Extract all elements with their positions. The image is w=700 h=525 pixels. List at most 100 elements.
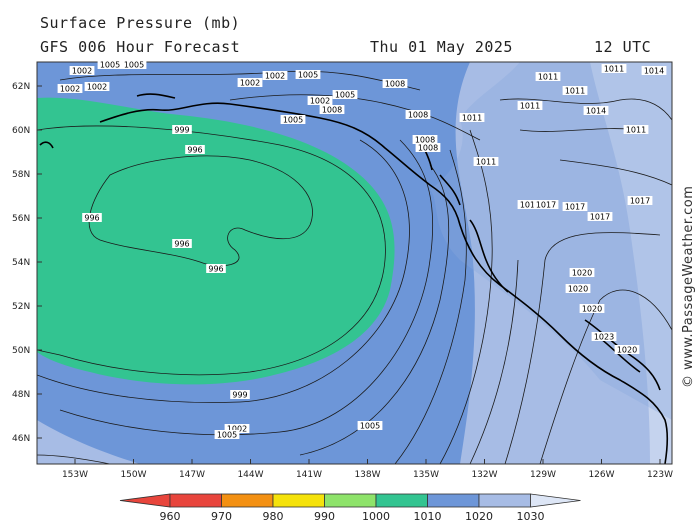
isobar-label: 1011 (604, 65, 624, 74)
lat-label: 48N (12, 390, 30, 400)
forecast-time: 12 UTC (594, 38, 652, 56)
isobar-label: 1008 (415, 136, 435, 145)
isobar-label: 1008 (385, 80, 405, 89)
forecast-model: GFS 006 Hour Forecast (40, 38, 241, 56)
lat-label: 54N (12, 258, 30, 268)
lon-label: 123W (647, 470, 673, 480)
lon-label: 153W (62, 470, 88, 480)
watermark: © www.PassageWeather.com (681, 186, 696, 388)
legend-swatch (375, 493, 428, 508)
isobar-label: 1008 (408, 111, 428, 120)
isobar-label-bg (587, 212, 613, 221)
legend-value: 970 (211, 510, 232, 523)
isobar-label: 1017 (565, 203, 585, 212)
isobar-label-bg (569, 268, 595, 277)
lon-label: 147W (179, 470, 205, 480)
isobar-label: 1011 (520, 102, 540, 111)
isobar-label: 1002 (227, 425, 247, 434)
isobar-label: 1020 (572, 269, 592, 278)
lon-label: 150W (120, 470, 146, 480)
lon-label: 132W (471, 470, 497, 480)
lat-label: 50N (12, 346, 30, 356)
isobar-label-bg (172, 125, 192, 134)
legend-swatch (169, 493, 222, 508)
isobar-label: 1005 (298, 71, 318, 80)
isobar-label-bg (562, 202, 588, 211)
legend-value: 960 (160, 510, 181, 523)
pressure-fill (37, 62, 672, 464)
legend-value: 1010 (414, 510, 442, 523)
isobar-label-bg (579, 304, 605, 313)
pressure-legend: 960 970 980 990 1000 1010 1020 1030 (119, 493, 581, 523)
isobar-label-bg (382, 79, 408, 88)
isobar-label: 1002 (87, 83, 107, 92)
isobar-label-bg (357, 421, 383, 430)
isobar-label: 1002 (310, 97, 330, 106)
isobar-label-bg (230, 390, 250, 399)
legend-swatch (478, 493, 531, 508)
legend-swatch (272, 493, 325, 508)
isobar-label-bg (69, 66, 95, 75)
isobar-label-bg (185, 145, 205, 154)
isobar-label: 1011 (476, 158, 496, 167)
watermark-text: © www.PassageWeather.com (681, 186, 696, 388)
isobar-label-bg (459, 113, 485, 122)
isobar-label: 1011 (462, 114, 482, 123)
isobar-label: 1017 (590, 213, 610, 222)
isobar-label: 1005 (100, 61, 120, 70)
isobar-label: 1008 (322, 106, 342, 115)
lat-label: 46N (12, 434, 30, 444)
lon-label: 144W (237, 470, 263, 480)
longitude-axis: 153W 150W 147W 144W 141W 138W 135W 132W 129W 126W… (62, 459, 673, 480)
isobar-label-bg (473, 157, 499, 166)
isobar-label-bg (57, 84, 83, 93)
map-title: Surface Pressure (mb) (40, 14, 241, 32)
isobar-label: 996 (187, 146, 202, 155)
isobar-label-bg (412, 135, 438, 144)
isobar-label-bg (332, 90, 358, 99)
isobar-label-bg (517, 200, 543, 209)
legend-arrow-high (530, 493, 581, 508)
isobar-label-bg (319, 105, 345, 114)
isobar-label-bg (517, 101, 543, 110)
isobar-label: 1011 (565, 87, 585, 96)
isobar-label-bg (82, 213, 102, 222)
isobar-label: 1014 (644, 67, 664, 76)
legend-swatch (427, 493, 480, 508)
isobar-label: 1005 (283, 116, 303, 125)
isobar-label: 1017 (630, 197, 650, 206)
isobar-label-bg (623, 125, 649, 134)
lon-label: 126W (588, 470, 614, 480)
lon-label: 141W (296, 470, 322, 480)
isobar-label-bg (533, 200, 559, 209)
isobar-label-bg (535, 72, 561, 81)
lat-label: 60N (12, 126, 30, 136)
isobar-label-bg (614, 345, 640, 354)
isobar-label-bg (295, 70, 321, 79)
isobar-label: 1002 (60, 85, 80, 94)
isobar-label-bg (172, 239, 192, 248)
lon-label: 138W (354, 470, 380, 480)
isobar-lines (37, 70, 672, 464)
isobar-label-bg (565, 284, 591, 293)
isobar-label: 1020 (568, 285, 588, 294)
isobar-label: 1020 (582, 305, 602, 314)
lon-label: 129W (530, 470, 556, 480)
isobar-label: 1014 (586, 107, 606, 116)
isobar-label: 1005 (360, 422, 380, 431)
isobar-label-bg (97, 60, 123, 69)
isobar-label-bg (214, 430, 240, 439)
isobar-label-bg (262, 71, 288, 80)
isobar-label-bg (121, 60, 147, 69)
legend-arrow-low (119, 493, 171, 508)
isobar-label: 1005 (124, 61, 144, 70)
isobar-label-bg (591, 332, 617, 341)
isobar-label-bg (224, 424, 250, 433)
isobar-label-bg (307, 96, 333, 105)
isobar-label: 1011 (538, 73, 558, 82)
legend-swatch (324, 493, 377, 508)
legend-swatch (221, 493, 274, 508)
isobar-label: 1002 (240, 79, 260, 88)
